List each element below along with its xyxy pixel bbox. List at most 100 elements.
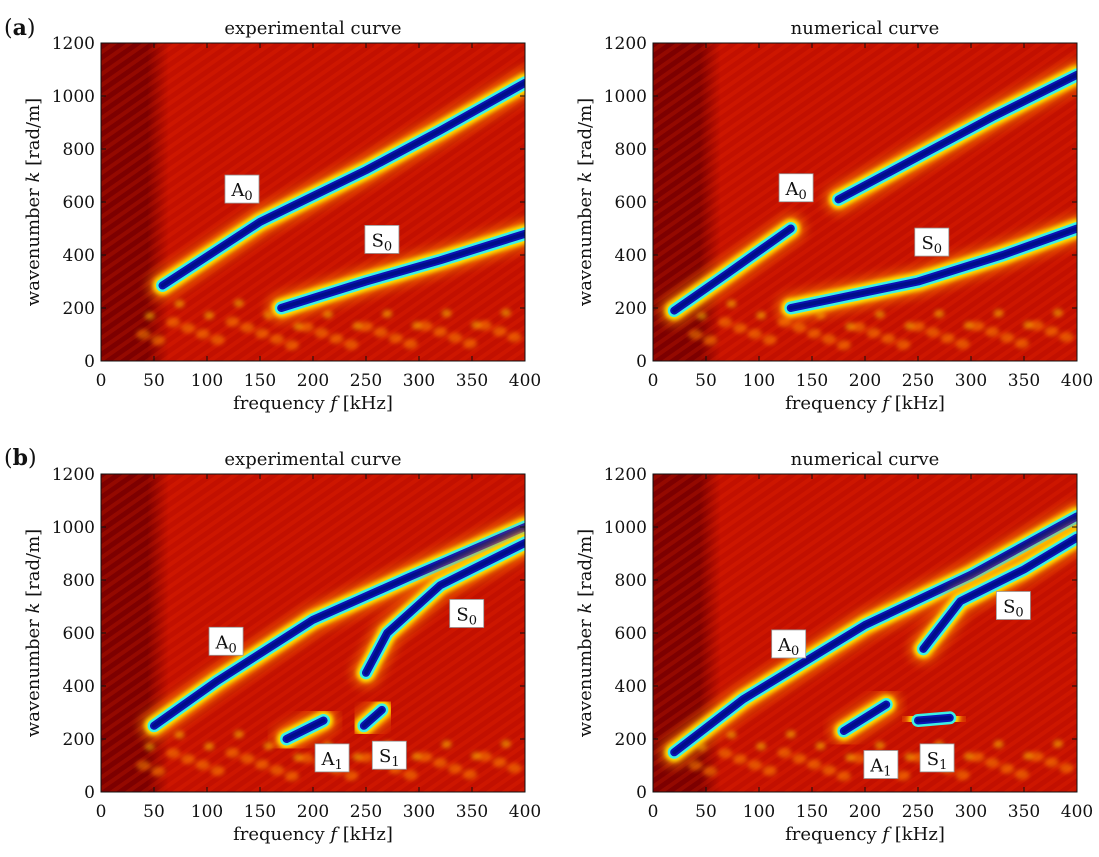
branch-peak [364,540,525,675]
noise-blob [418,321,433,332]
x-tick-label: 200 [297,802,329,822]
noise-blob [500,739,511,748]
noise-blob [344,339,359,350]
x-tick-label: 0 [648,371,659,391]
noise-blob [448,332,463,343]
y-axis-label: wavenumber k [rad/m] [575,98,596,306]
mode-branch [147,67,525,301]
mode-annotation: S1 [919,743,955,773]
noise-blob [851,322,866,333]
annotation-box [863,750,899,779]
y-tick-label: 0 [84,352,95,372]
x-tick-label: 350 [456,802,488,822]
mode-branch [659,213,806,326]
heatmap-field [653,43,1077,361]
mode-branch [828,689,902,746]
annotation-box [314,743,350,773]
x-tick-label: 100 [743,371,775,391]
y-tick-label: 600 [63,624,95,644]
y-tick-label: 400 [615,246,647,266]
x-tick-label: 0 [648,802,659,822]
noise-blob [1052,308,1063,317]
noise-blob [441,309,452,318]
mode-branch [659,501,1077,768]
noise-blob [225,316,240,327]
heatmap-field [101,474,525,792]
noise-blob [821,765,836,776]
x-tick-label: 400 [1061,802,1093,822]
noise-blob [255,759,270,770]
x-tick-label: 250 [350,371,382,391]
heatmap-4: 0 50 100 150 200 250 300 350 400 0 200 400 600 800 100… [575,449,1093,845]
noise-blob [785,730,796,739]
noise-blob [696,311,707,320]
mode-branch [271,705,339,754]
noise-blob [726,730,737,739]
mode-branch [775,213,1077,323]
annotation-box [208,626,244,656]
x-tick-label: 150 [796,371,828,391]
x-tick-label: 100 [191,371,223,391]
x-axis-label: frequency f [kHz] [233,824,393,845]
noise-blob [180,323,195,334]
y-tick-label: 800 [63,571,95,591]
noise-blob [762,765,777,776]
y-tick-label: 1000 [604,87,647,107]
y-tick-label: 200 [615,730,647,750]
annotation-label: S0 [456,604,477,628]
noise-blob [1014,338,1029,349]
annotation-box [778,173,814,203]
noise-blob [874,310,885,319]
noise-blob [492,757,507,768]
branch-peak [841,702,889,733]
noise-blob [851,753,866,764]
annotation-box [224,174,260,204]
y-tick-label: 800 [63,140,95,160]
noise-blob [240,753,255,764]
noise-blob [269,765,284,776]
noise-blob [993,309,1004,318]
x-tick-label: 350 [1008,802,1040,822]
mode-annotation: S1 [371,740,407,770]
chart-title: experimental curve [224,18,401,39]
noise-blob [896,339,911,350]
x-tick-label: 300 [955,802,987,822]
noise-blob [1059,332,1074,343]
y-tick-label: 1000 [52,87,95,107]
x-tick-label: 50 [143,371,165,391]
y-tick-label: 200 [615,299,647,319]
noise-blob [836,340,851,351]
noise-blob [166,748,181,759]
noise-blob [792,753,807,764]
noise-blob [970,321,985,332]
mode-branch [139,512,525,741]
noise-blob [299,322,314,333]
y-tick-label: 600 [615,624,647,644]
noise-blob [263,741,274,750]
panel-label-b: (b) [4,445,37,471]
noise-blob [688,329,703,340]
heatmap-2: 0 50 100 150 200 250 300 350 400 0 200 400 600 800 100… [575,18,1093,414]
x-tick-label: 150 [244,371,276,391]
x-tick-label: 0 [96,802,107,822]
mode-branch [908,522,1077,664]
noise-blob [703,766,718,777]
noise-blob [382,309,393,318]
noise-band [136,299,522,351]
y-tick-label: 1200 [52,465,95,485]
x-tick-label: 150 [796,802,828,822]
noise-blob [732,323,747,334]
noise-blob [500,308,511,317]
y-tick-label: 0 [636,352,647,372]
noise-blob [955,770,970,781]
annotation-label: S0 [1003,597,1024,621]
mode-annotation: S0 [914,227,950,257]
noise-blob [166,317,181,328]
noise-blob [703,335,718,346]
noise-blob [507,332,522,343]
noise-blob [299,753,314,764]
noise-blob [284,771,299,782]
annotation-box [919,743,955,773]
noise-blob [970,752,985,763]
